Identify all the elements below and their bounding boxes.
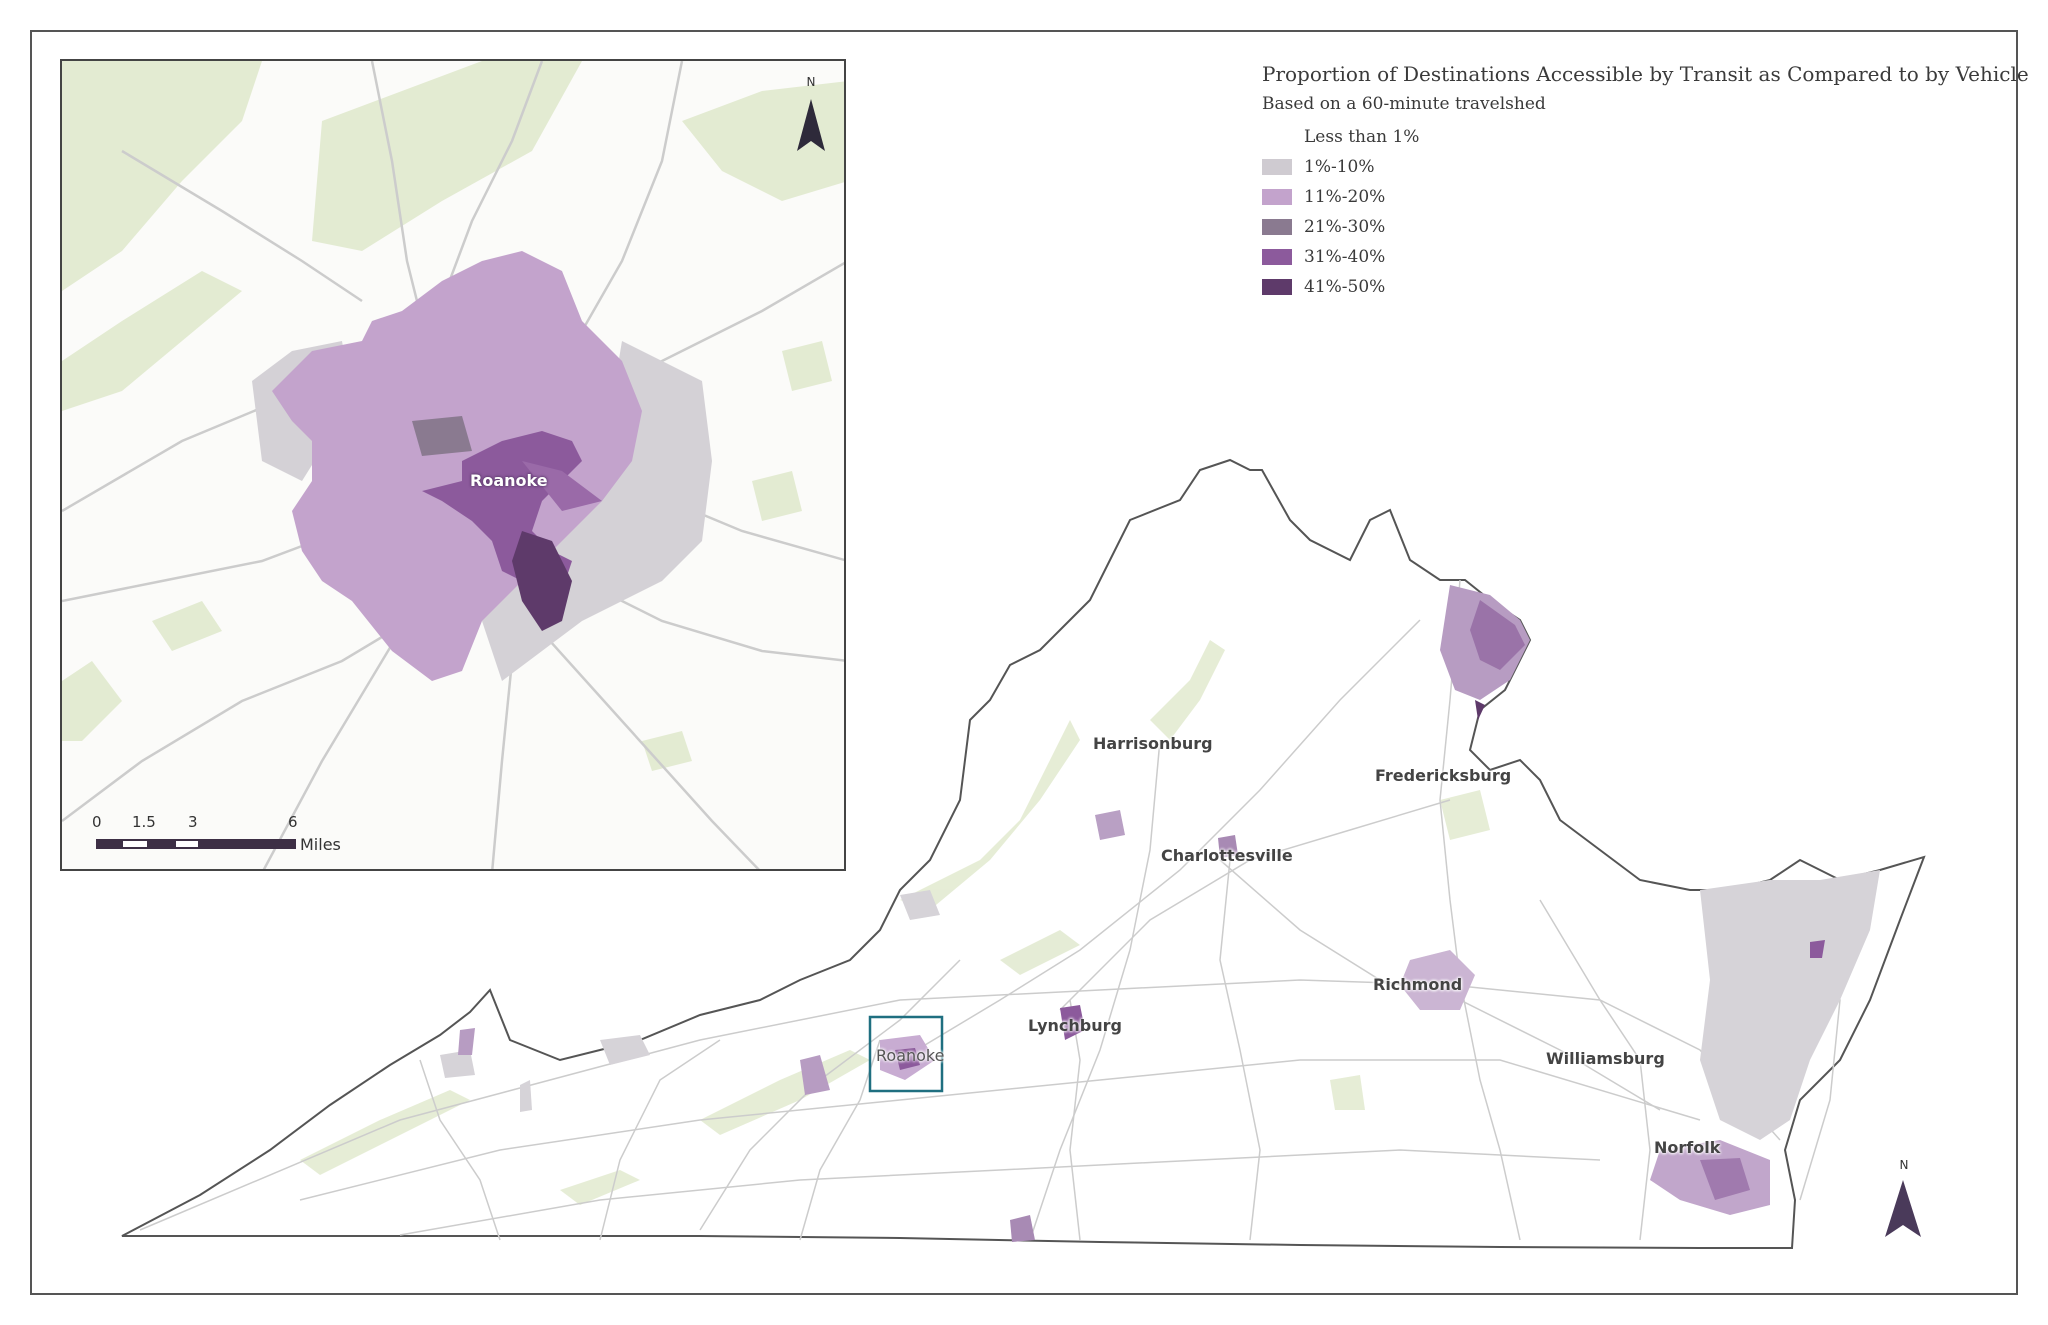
legend-swatch: [1262, 279, 1292, 295]
legend-label: 21%-30%: [1304, 217, 1386, 237]
city-label-fredericksburg: Fredericksburg: [1375, 766, 1512, 785]
scale-bar-graphic: [96, 839, 296, 849]
scale-tick-3: 3: [188, 813, 198, 831]
inset-city-label-roanoke: Roanoke: [470, 471, 548, 490]
scale-tick-1-5: 1.5: [132, 813, 156, 831]
legend-label: 1%-10%: [1304, 157, 1375, 177]
main-north-label: N: [1899, 1158, 1909, 1172]
inset-north-label: N: [806, 75, 816, 89]
city-label-norfolk: Norfolk: [1654, 1138, 1721, 1157]
roanoke-locator-box: [868, 1015, 944, 1093]
legend-label: Less than 1%: [1304, 127, 1420, 147]
legend-swatch: [1262, 159, 1292, 175]
legend-item: 31%-40%: [1262, 242, 2022, 272]
legend-swatch: [1262, 129, 1292, 145]
lynchburg-area: [1060, 1005, 1085, 1040]
legend: Proportion of Destinations Accessible by…: [1262, 60, 2029, 302]
city-label-richmond: Richmond: [1373, 975, 1463, 994]
charlottesville-area: [1218, 835, 1238, 858]
city-label-lynchburg: Lynchburg: [1028, 1016, 1122, 1035]
legend-item: 1%-10%: [1262, 152, 2022, 182]
legend-subtitle: Based on a 60-minute travelshed: [1262, 94, 1546, 114]
roanoke-inset-map: Roanoke N 0 1.5 3 6 Miles: [60, 59, 846, 871]
inset-scale-bar: 0 1.5 3 6 Miles: [92, 813, 412, 863]
legend-label: 11%-20%: [1304, 187, 1386, 207]
legend-item: 11%-20%: [1262, 182, 2022, 212]
legend-swatch: [1262, 189, 1292, 205]
scale-tick-0: 0: [92, 813, 102, 831]
city-label-harrisonburg: Harrisonburg: [1093, 734, 1213, 753]
city-label-williamsburg: Williamsburg: [1546, 1049, 1665, 1068]
low-access-areas: [440, 870, 1880, 1140]
forest-areas: [300, 640, 1490, 1205]
urban-access-areas: [458, 585, 1825, 1242]
scale-tick-6: 6: [288, 813, 298, 831]
inset-north-arrow-icon: [797, 99, 825, 151]
legend-title: Proportion of Destinations Accessible by…: [1262, 62, 2029, 86]
city-label-charlottesville: Charlottesville: [1161, 846, 1293, 865]
legend-swatch: [1262, 249, 1292, 265]
legend-item: 41%-50%: [1262, 272, 2022, 302]
legend-item: 21%-30%: [1262, 212, 2022, 242]
harrisonburg-area: [1095, 810, 1125, 840]
blacksburg-area: [800, 1055, 830, 1095]
legend-label: 41%-50%: [1304, 277, 1386, 297]
north-arrow-icon: [1885, 1180, 1921, 1237]
city-label-roanoke: Roanoke: [876, 1046, 945, 1065]
richmond-area: [1400, 950, 1475, 1010]
legend-item: Less than 1%: [1262, 122, 2022, 152]
legend-label: 31%-40%: [1304, 247, 1386, 267]
inset-map-graphics: [62, 61, 844, 869]
scale-unit-label: Miles: [300, 835, 341, 854]
legend-swatch: [1262, 219, 1292, 235]
legend-items: Less than 1% 1%-10% 11%-20% 21%-30% 31%-40% 4…: [1262, 122, 2022, 302]
